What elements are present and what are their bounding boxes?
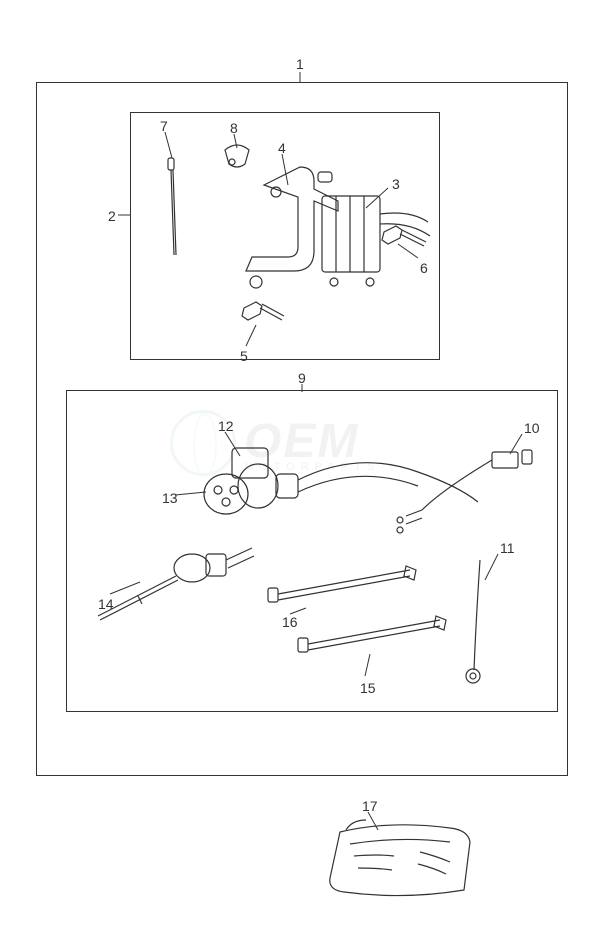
callout-17: 17 <box>362 798 378 814</box>
leader-8 <box>234 134 237 148</box>
callout-11: 11 <box>500 540 515 556</box>
leader-15 <box>365 654 370 676</box>
callout-6: 6 <box>420 260 428 276</box>
leader-6 <box>398 244 418 258</box>
callout-4: 4 <box>278 140 286 156</box>
callout-7: 7 <box>160 118 168 134</box>
leader-7 <box>165 132 172 158</box>
callout-8: 8 <box>230 120 238 136</box>
leader-17 <box>368 812 378 830</box>
leader-10 <box>510 434 522 454</box>
leader-3 <box>366 188 388 208</box>
leader-5 <box>246 325 256 346</box>
leader-13 <box>175 492 206 495</box>
leader-12 <box>225 432 240 456</box>
callout-9: 9 <box>298 370 306 386</box>
callout-3: 3 <box>392 176 400 192</box>
callout-14: 14 <box>98 596 114 612</box>
callout-1: 1 <box>296 56 304 72</box>
leaders-svg <box>0 0 601 929</box>
callout-2: 2 <box>108 208 116 224</box>
callout-5: 5 <box>240 348 248 364</box>
leader-4 <box>282 154 288 185</box>
callout-10: 10 <box>524 420 540 436</box>
callout-12: 12 <box>218 418 234 434</box>
callout-15: 15 <box>360 680 376 696</box>
leader-11 <box>485 554 498 580</box>
leader-14 <box>110 582 140 594</box>
diagram-container: OEM MOTORPARTS <box>0 0 601 929</box>
callout-13: 13 <box>162 490 178 506</box>
callout-16: 16 <box>282 614 298 630</box>
